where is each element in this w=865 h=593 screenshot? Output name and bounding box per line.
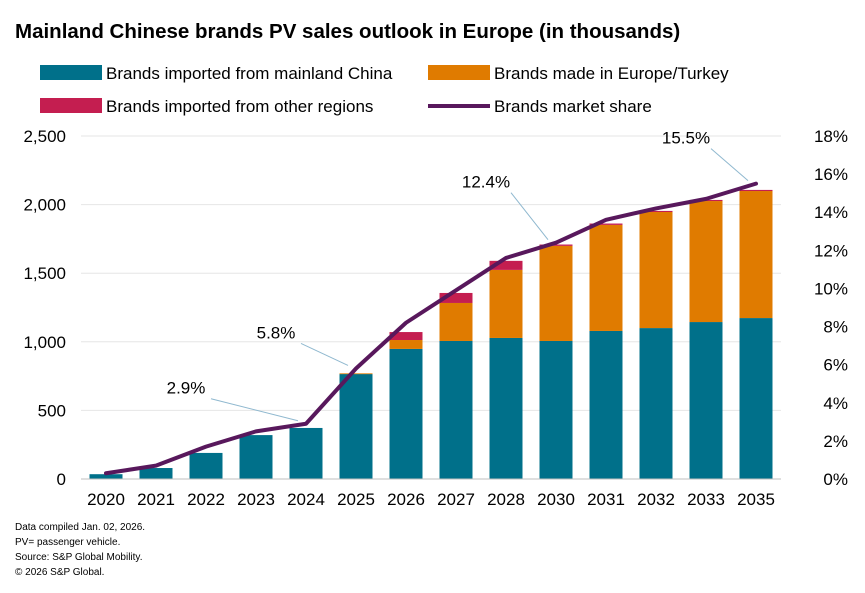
legend-label-market-share: Brands market share [494, 97, 652, 116]
x-tick-label: 2032 [637, 490, 675, 509]
y-tick-label: 1,500 [23, 264, 66, 283]
annotation-leader [711, 149, 748, 181]
bar-made-europe-2028 [490, 270, 523, 338]
annotation-label: 5.8% [257, 323, 296, 342]
x-tick-label: 2035 [737, 490, 775, 509]
note-source: Source: S&P Global Mobility. [15, 552, 142, 563]
bar-made-europe-2026 [390, 340, 423, 349]
bar-imported-china-2026 [390, 349, 423, 479]
x-tick-label: 2026 [387, 490, 425, 509]
bar-imported-china-2023 [240, 435, 273, 479]
y2-tick-label: 0% [823, 470, 848, 489]
y-tick-label: 1,000 [23, 333, 66, 352]
annotation-leader [511, 193, 548, 240]
bar-imported-china-2022 [190, 453, 223, 479]
bar-imported-china-2027 [440, 341, 473, 479]
x-tick-label: 2020 [87, 490, 125, 509]
y-tick-label: 0 [57, 470, 66, 489]
annotation-label: 15.5% [662, 129, 710, 148]
legend: Brands imported from mainland China Bran… [40, 64, 729, 116]
y2-tick-label: 8% [823, 318, 848, 337]
legend-label-made-europe: Brands made in Europe/Turkey [494, 64, 729, 83]
footnotes: Data compiled Jan. 02, 2026. PV= passeng… [15, 522, 145, 578]
y-tick-label: 2,000 [23, 196, 66, 215]
y2-tick-label: 6% [823, 356, 848, 375]
x-tick-label: 2021 [137, 490, 175, 509]
annotation-leader [301, 343, 348, 365]
x-tick-label: 2030 [537, 490, 575, 509]
x-tick-label: 2027 [437, 490, 475, 509]
bar-imported-china-2031 [590, 331, 623, 479]
legend-swatch-imported-china [40, 65, 102, 80]
y2-tick-label: 12% [814, 241, 848, 260]
bar-imported-china-2024 [290, 428, 323, 479]
x-tick-label: 2025 [337, 490, 375, 509]
bar-made-europe-2027 [440, 303, 473, 341]
annotation-label: 2.9% [167, 379, 206, 398]
y-tick-label: 500 [38, 401, 66, 420]
annotation-label: 12.4% [462, 173, 510, 192]
bar-imported-china-2030 [540, 341, 573, 479]
y2-tick-label: 10% [814, 279, 848, 298]
bar-imported-china-2035 [740, 318, 773, 479]
bar-made-europe-2033 [690, 201, 723, 322]
x-tick-label: 2023 [237, 490, 275, 509]
note-pv: PV= passenger vehicle. [15, 537, 120, 548]
x-tick-label: 2031 [587, 490, 625, 509]
y2-tick-label: 14% [814, 203, 848, 222]
x-tick-label: 2028 [487, 490, 525, 509]
bar-other-regions-2035 [740, 190, 773, 191]
x-tick-label: 2024 [287, 490, 325, 509]
bar-imported-china-2032 [640, 328, 673, 479]
y-tick-label: 2,500 [23, 127, 66, 146]
legend-swatch-other-regions [40, 98, 102, 113]
x-tick-label: 2022 [187, 490, 225, 509]
bar-imported-china-2033 [690, 322, 723, 479]
y2-tick-label: 16% [814, 165, 848, 184]
legend-label-other-regions: Brands imported from other regions [106, 97, 373, 116]
bar-imported-china-2028 [490, 338, 523, 479]
chart-title: Mainland Chinese brands PV sales outlook… [15, 20, 680, 43]
bar-imported-china-2021 [140, 468, 173, 479]
bar-made-europe-2030 [540, 246, 573, 341]
x-tick-label: 2033 [687, 490, 725, 509]
legend-swatch-made-europe [428, 65, 490, 80]
bar-made-europe-2035 [740, 191, 773, 318]
y2-tick-label: 18% [814, 127, 848, 146]
y2-tick-label: 4% [823, 394, 848, 413]
annotation-leader [211, 399, 298, 421]
legend-label-imported-china: Brands imported from mainland China [106, 64, 393, 83]
bar-made-europe-2032 [640, 212, 673, 328]
bar-made-europe-2031 [590, 225, 623, 331]
note-compiled: Data compiled Jan. 02, 2026. [15, 522, 145, 533]
bar-imported-china-2025 [340, 374, 373, 479]
bar-made-europe-2025 [340, 373, 373, 374]
y2-tick-label: 2% [823, 432, 848, 451]
note-copyright: © 2026 S&P Global. [15, 567, 104, 578]
